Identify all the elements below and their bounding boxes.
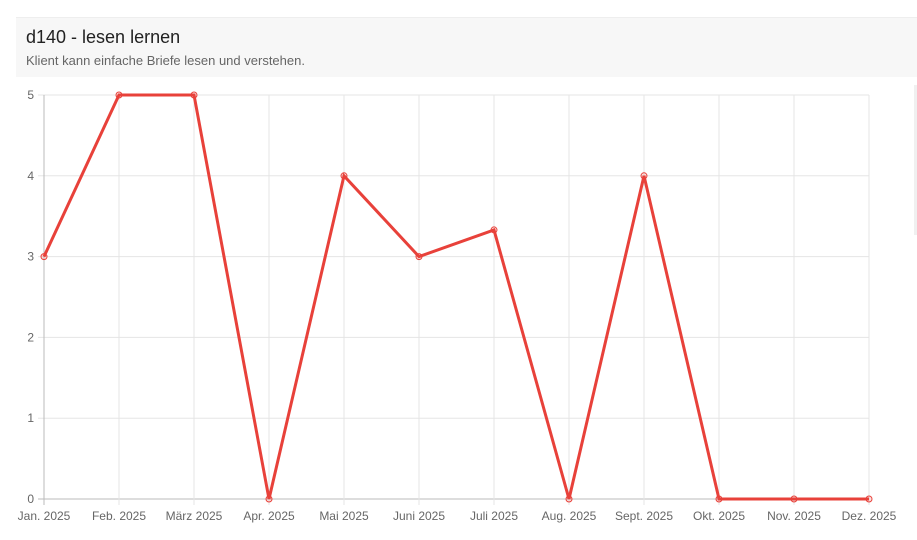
y-tick-label: 4 — [27, 169, 34, 183]
x-tick-label: Feb. 2025 — [92, 509, 146, 523]
x-tick-label: Okt. 2025 — [693, 509, 745, 523]
series — [40, 91, 873, 503]
grid — [38, 94, 870, 505]
y-axis-ticks: 0 1 2 3 4 5 — [27, 88, 34, 506]
x-tick-label: Jan. 2025 — [18, 509, 71, 523]
data-point[interactable] — [790, 495, 798, 503]
x-tick-label: März 2025 — [166, 509, 223, 523]
data-point[interactable] — [490, 226, 498, 234]
data-point[interactable] — [865, 495, 873, 503]
x-tick-label: Mai 2025 — [319, 509, 369, 523]
x-tick-label: Dez. 2025 — [842, 509, 897, 523]
data-point[interactable] — [40, 253, 48, 261]
data-point[interactable] — [190, 91, 198, 99]
x-tick-label: Juli 2025 — [470, 509, 518, 523]
data-point[interactable] — [715, 495, 723, 503]
data-point[interactable] — [415, 253, 423, 261]
chart-title: d140 - lesen lernen — [26, 27, 181, 47]
chart-card-header: d140 - lesen lernen Klient kann einfache… — [16, 17, 917, 77]
series-line — [42, 93, 869, 501]
x-tick-label: Juni 2025 — [393, 509, 445, 523]
data-point[interactable] — [265, 495, 273, 503]
y-tick-label: 0 — [27, 492, 34, 506]
y-tick-label: 3 — [27, 250, 34, 264]
side-panel-edge — [914, 85, 917, 235]
x-tick-label: Sept. 2025 — [615, 509, 673, 523]
x-axis-ticks: Jan. 2025 Feb. 2025 März 2025 Apr. 2025 Mai … — [18, 509, 897, 523]
x-tick-label: Nov. 2025 — [767, 509, 821, 523]
x-tick-label: Aug. 2025 — [542, 509, 597, 523]
chart-subtitle: Klient kann einfache Briefe lesen und ve… — [26, 53, 305, 68]
data-point[interactable] — [565, 495, 573, 503]
y-tick-label: 5 — [27, 88, 34, 102]
x-tick-label: Apr. 2025 — [243, 509, 295, 523]
data-point[interactable] — [115, 91, 123, 99]
y-tick-label: 2 — [27, 330, 34, 344]
data-point[interactable] — [640, 172, 648, 180]
y-tick-label: 1 — [27, 411, 34, 425]
data-point[interactable] — [340, 172, 348, 180]
